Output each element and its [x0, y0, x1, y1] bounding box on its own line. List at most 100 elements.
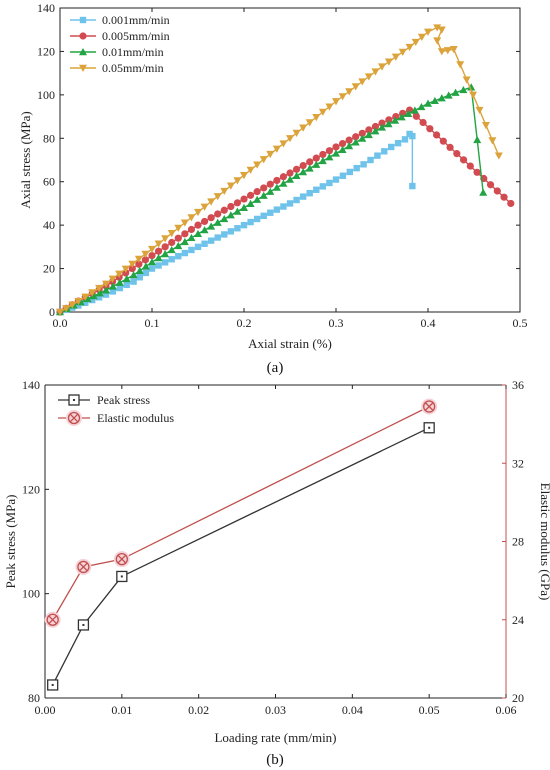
data-point: [318, 156, 327, 165]
data-point: [459, 85, 468, 94]
x-tick-label-a: 0.0: [53, 316, 68, 330]
data-point: [306, 189, 313, 197]
data-point: [168, 256, 175, 263]
data-point: [306, 158, 314, 166]
data-point: [273, 206, 281, 213]
data-point: [135, 266, 144, 274]
data-point: [154, 247, 163, 255]
data-point: [453, 150, 461, 158]
data-point: [240, 203, 248, 211]
marker-dot: [120, 575, 123, 578]
data-point: [325, 153, 334, 161]
data-point: [148, 245, 156, 254]
y-tick-label-a: 120: [37, 44, 55, 58]
data-point: [102, 280, 110, 288]
data-point: [161, 243, 169, 251]
marker-cross: [69, 413, 79, 423]
data-point: [493, 187, 501, 195]
data-point: [246, 191, 255, 199]
data-point: [148, 265, 156, 272]
data-point: [227, 202, 235, 211]
data-point: [128, 260, 137, 268]
data-point: [134, 255, 143, 263]
y-tick-label-a: 140: [37, 1, 55, 15]
legend-label: 0.05mm/min: [102, 61, 164, 75]
y2-tick-label-b: 24: [512, 613, 524, 627]
data-point: [446, 143, 454, 152]
data-point: [161, 249, 170, 258]
data-point: [444, 91, 453, 99]
data-point: [168, 238, 176, 247]
data-point: [338, 93, 347, 101]
data-point: [286, 175, 294, 183]
legend-marker: [79, 64, 87, 72]
data-point: [220, 187, 229, 196]
legend-marker: [66, 410, 82, 426]
data-point: [318, 108, 327, 116]
data-point: [279, 140, 288, 148]
data-point: [365, 126, 373, 134]
data-point: [109, 288, 117, 295]
data-point: [240, 172, 248, 180]
data-point: [108, 275, 117, 283]
x-tick-label-a: 0.5: [513, 316, 528, 330]
data-point: [259, 191, 268, 199]
data-point: [378, 63, 386, 71]
data-point: [141, 262, 150, 270]
legend-label: Peak stress: [97, 393, 150, 407]
data-point: [364, 73, 373, 81]
data-point: [233, 207, 242, 215]
plot-frame-a: [59, 7, 521, 313]
data-point: [371, 122, 380, 131]
legend-label: Elastic modulus: [97, 411, 174, 425]
data-point: [214, 234, 221, 241]
data-point: [77, 619, 90, 631]
data-point: [116, 570, 128, 583]
data-point: [279, 179, 288, 187]
x-tick-label-a: 0.3: [329, 316, 344, 330]
data-point: [246, 166, 255, 174]
data-point: [234, 225, 241, 232]
data-point: [292, 171, 301, 180]
data-point: [253, 161, 262, 169]
series-line: [52, 405, 430, 621]
data-point: [115, 270, 124, 278]
data-point: [141, 256, 150, 264]
x-axis-label-b: Loading rate (mm/min): [214, 730, 336, 745]
data-point: [56, 308, 64, 316]
data-point: [174, 224, 183, 232]
data-point: [325, 103, 334, 111]
y2-tick-label-b: 28: [512, 535, 524, 549]
data-point: [123, 281, 130, 289]
data-point: [479, 188, 488, 196]
data-point: [272, 145, 281, 153]
data-point: [272, 183, 281, 191]
data-point: [388, 143, 395, 151]
data-point: [312, 160, 321, 168]
data-point: [155, 262, 162, 269]
data-point: [299, 161, 307, 170]
data-point: [439, 137, 447, 145]
legend-marker: [79, 16, 87, 24]
data-point: [194, 221, 202, 229]
x-tick-label-b: 0.02: [188, 703, 209, 717]
series-line: [52, 427, 430, 686]
data-point: [353, 164, 360, 172]
data-point: [200, 217, 209, 226]
data-point: [451, 88, 460, 96]
data-point: [352, 133, 360, 141]
x-tick-label-a: 0.2: [237, 316, 252, 330]
data-point: [75, 558, 92, 575]
data-point: [207, 198, 216, 206]
data-point: [456, 61, 465, 69]
y-tick-label-a: 20: [43, 262, 55, 276]
data-point: [220, 214, 229, 223]
data-point: [319, 150, 327, 159]
data-point: [181, 249, 189, 257]
y-axis-label-a: Axial stress (MPa): [18, 111, 33, 209]
data-point: [233, 199, 242, 207]
data-point: [305, 164, 314, 172]
data-point: [351, 138, 360, 146]
data-point: [194, 243, 202, 251]
data-point: [459, 156, 468, 164]
